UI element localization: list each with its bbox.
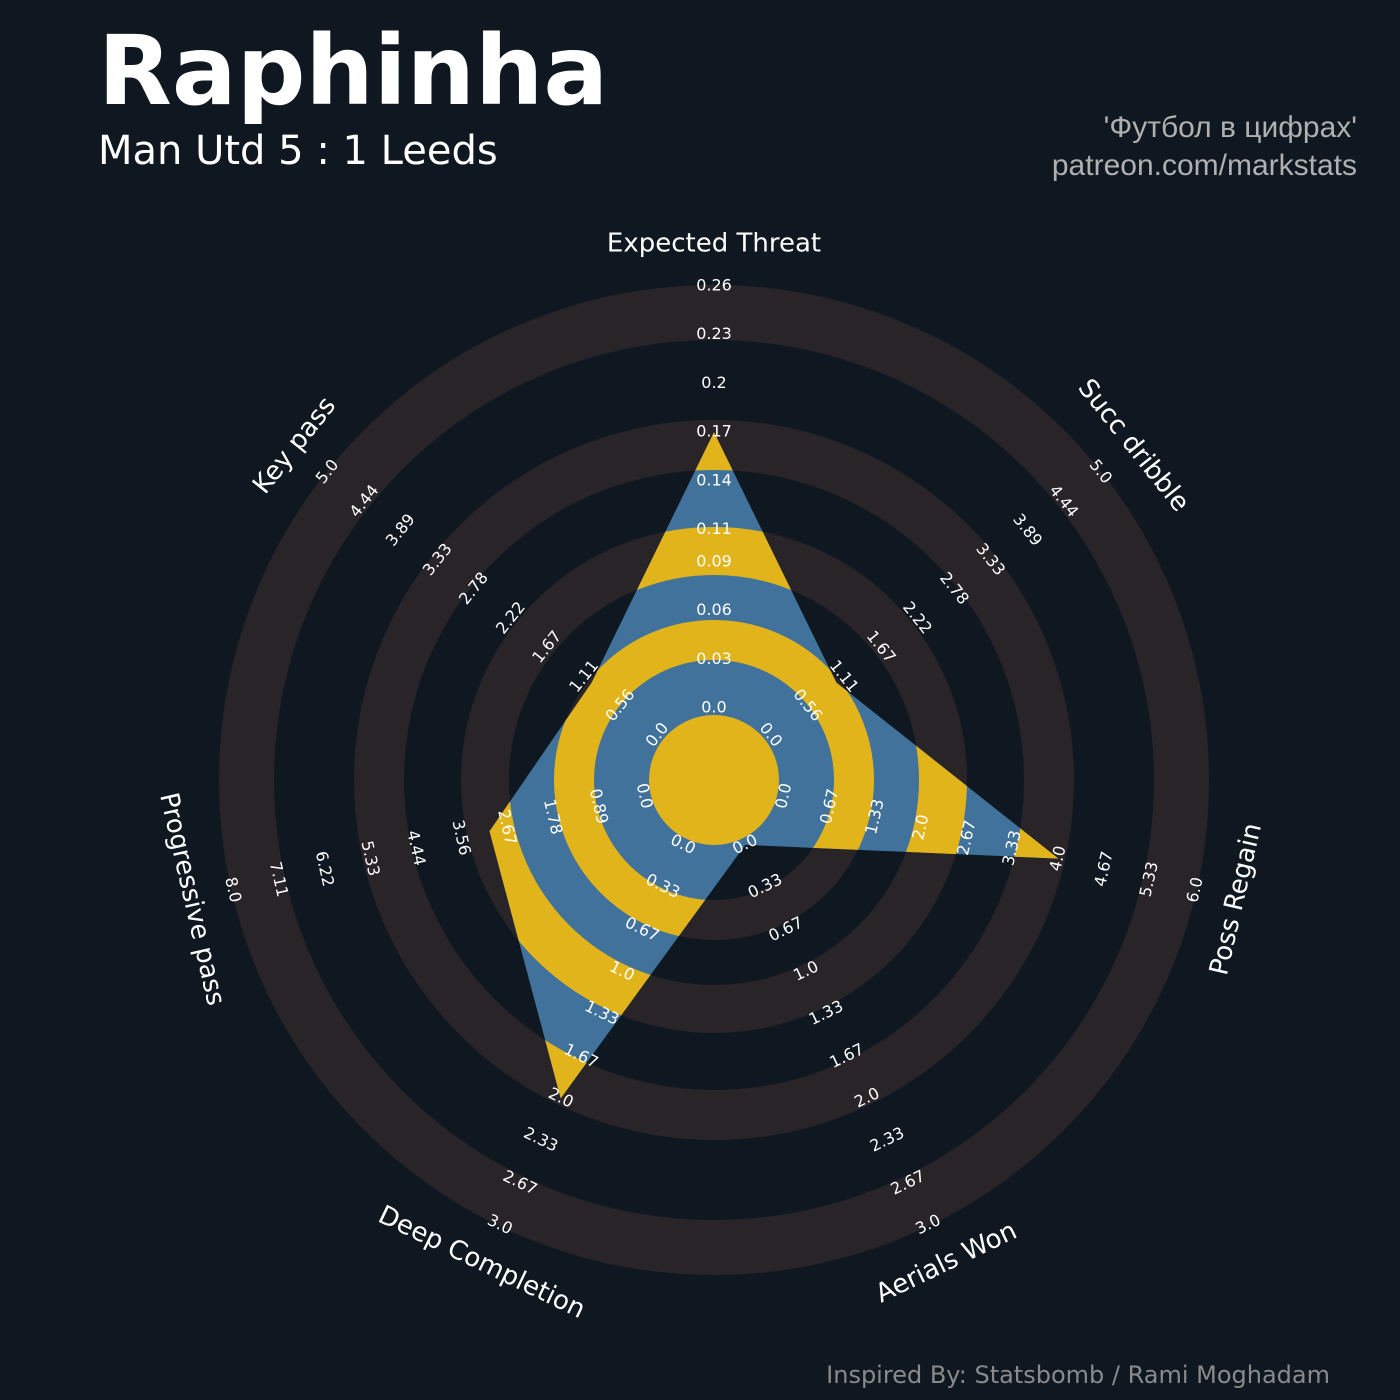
tick-label: 0.14	[696, 470, 732, 489]
tick-label: 0.26	[696, 276, 732, 295]
axis-label: Expected Threat	[607, 229, 821, 259]
highlight-ring	[649, 715, 779, 845]
tick-label: 0.0	[701, 698, 726, 717]
tick-label: 0.23	[696, 324, 732, 343]
credit: 'Футбол в цифрах'	[1104, 111, 1357, 144]
tick-label: 0.17	[696, 422, 732, 441]
chart-title: Raphinha	[98, 15, 608, 127]
ring	[219, 285, 1209, 1275]
tick-label: 0.11	[696, 519, 732, 538]
footer: Inspired By: Statsbomb / Rami Moghadam	[826, 1361, 1330, 1389]
credit: patreon.com/markstats	[1052, 149, 1357, 182]
tick-label: 0.09	[696, 551, 732, 570]
tick-label: 0.2	[701, 373, 726, 392]
chart-subtitle: Man Utd 5 : 1 Leeds	[98, 128, 498, 174]
tick-label: 0.03	[696, 649, 732, 668]
tick-label: 0.06	[696, 600, 732, 619]
